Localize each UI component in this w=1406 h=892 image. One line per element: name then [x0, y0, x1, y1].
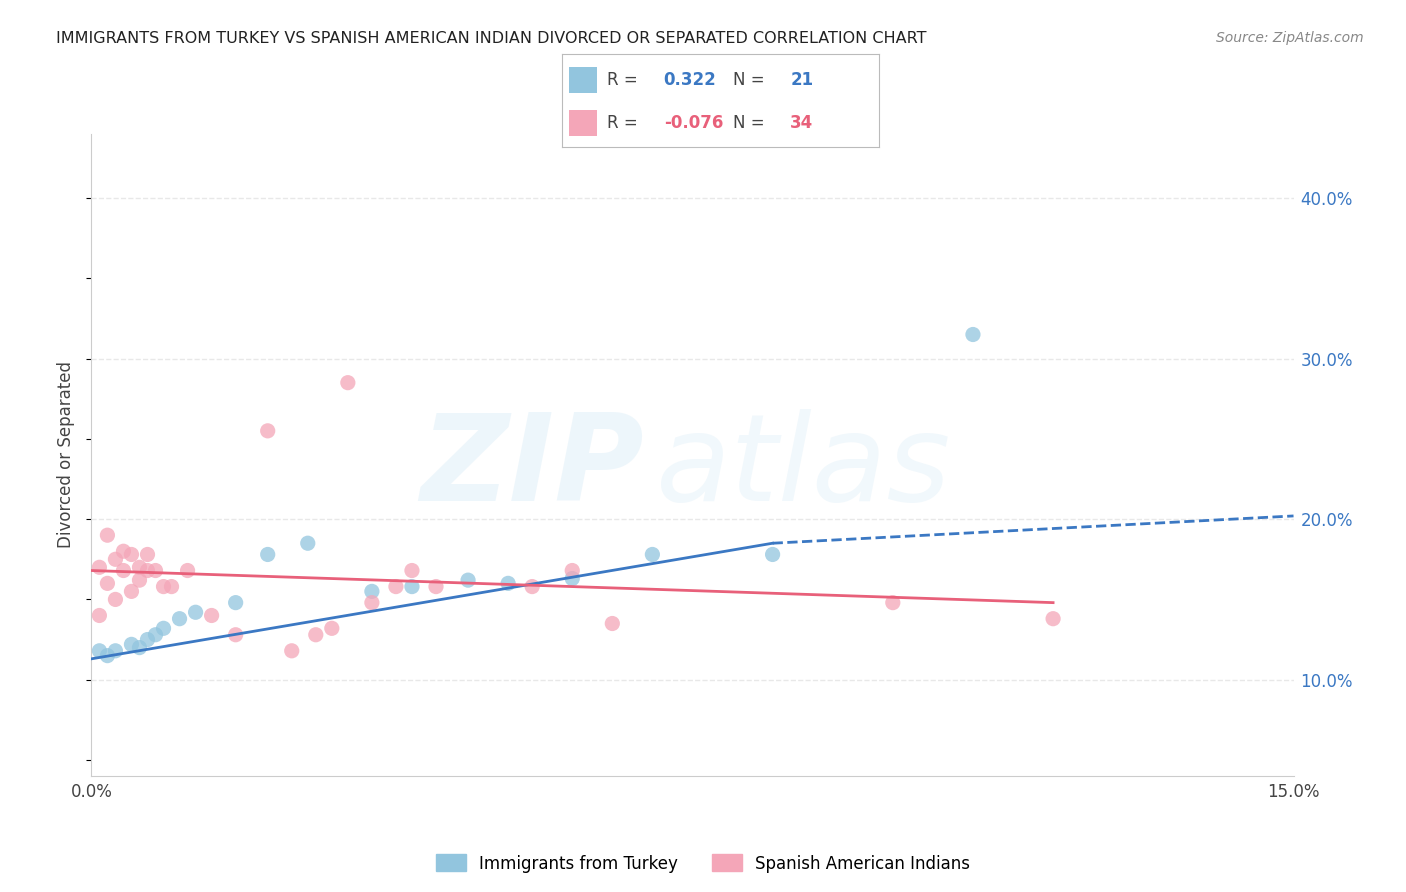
- Point: [176, 564, 198, 578]
- Point: [321, 621, 343, 635]
- Point: [104, 552, 127, 566]
- Point: [128, 573, 150, 587]
- Point: [256, 548, 278, 562]
- Text: R =: R =: [607, 114, 643, 132]
- Point: [152, 580, 174, 594]
- Text: atlas: atlas: [657, 409, 952, 526]
- Bar: [568, 110, 598, 136]
- Point: [112, 544, 135, 558]
- Point: [297, 536, 319, 550]
- Point: [281, 644, 304, 658]
- Point: [522, 580, 544, 594]
- Point: [401, 564, 423, 578]
- Point: [128, 640, 150, 655]
- Point: [762, 548, 785, 562]
- Point: [152, 621, 174, 635]
- Point: [121, 584, 143, 599]
- Legend: Immigrants from Turkey, Spanish American Indians: Immigrants from Turkey, Spanish American…: [429, 847, 977, 880]
- Point: [457, 573, 479, 587]
- Point: [336, 376, 359, 390]
- Point: [184, 605, 207, 619]
- Point: [136, 632, 159, 647]
- Point: [305, 628, 328, 642]
- Point: [128, 560, 150, 574]
- Point: [89, 608, 111, 623]
- Point: [360, 596, 382, 610]
- Text: -0.076: -0.076: [664, 114, 723, 132]
- Point: [602, 616, 624, 631]
- Point: [401, 580, 423, 594]
- Point: [1042, 612, 1064, 626]
- Text: 34: 34: [790, 114, 814, 132]
- Point: [561, 564, 583, 578]
- Point: [962, 327, 984, 342]
- Point: [425, 580, 447, 594]
- Point: [360, 584, 382, 599]
- Text: Source: ZipAtlas.com: Source: ZipAtlas.com: [1216, 31, 1364, 45]
- Point: [145, 564, 167, 578]
- Point: [104, 644, 127, 658]
- Y-axis label: Divorced or Separated: Divorced or Separated: [58, 361, 76, 549]
- Bar: [568, 67, 598, 93]
- Text: IMMIGRANTS FROM TURKEY VS SPANISH AMERICAN INDIAN DIVORCED OR SEPARATED CORRELAT: IMMIGRANTS FROM TURKEY VS SPANISH AMERIC…: [56, 31, 927, 46]
- Text: N =: N =: [734, 114, 770, 132]
- Point: [882, 596, 904, 610]
- Point: [169, 612, 191, 626]
- Point: [145, 628, 167, 642]
- Point: [256, 424, 278, 438]
- Point: [136, 564, 159, 578]
- Point: [89, 560, 111, 574]
- Point: [201, 608, 224, 623]
- Text: ZIP: ZIP: [420, 409, 644, 526]
- Text: 0.322: 0.322: [664, 70, 717, 88]
- Point: [89, 644, 111, 658]
- Point: [96, 648, 118, 663]
- Text: 21: 21: [790, 70, 813, 88]
- Text: R =: R =: [607, 70, 643, 88]
- Point: [96, 528, 118, 542]
- Point: [561, 572, 583, 586]
- Point: [641, 548, 664, 562]
- Point: [121, 637, 143, 651]
- Point: [121, 548, 143, 562]
- Point: [496, 576, 519, 591]
- Point: [96, 576, 118, 591]
- Point: [225, 628, 247, 642]
- Point: [385, 580, 408, 594]
- Text: N =: N =: [734, 70, 770, 88]
- Point: [225, 596, 247, 610]
- Point: [136, 548, 159, 562]
- Point: [160, 580, 183, 594]
- Point: [104, 592, 127, 607]
- Point: [112, 564, 135, 578]
